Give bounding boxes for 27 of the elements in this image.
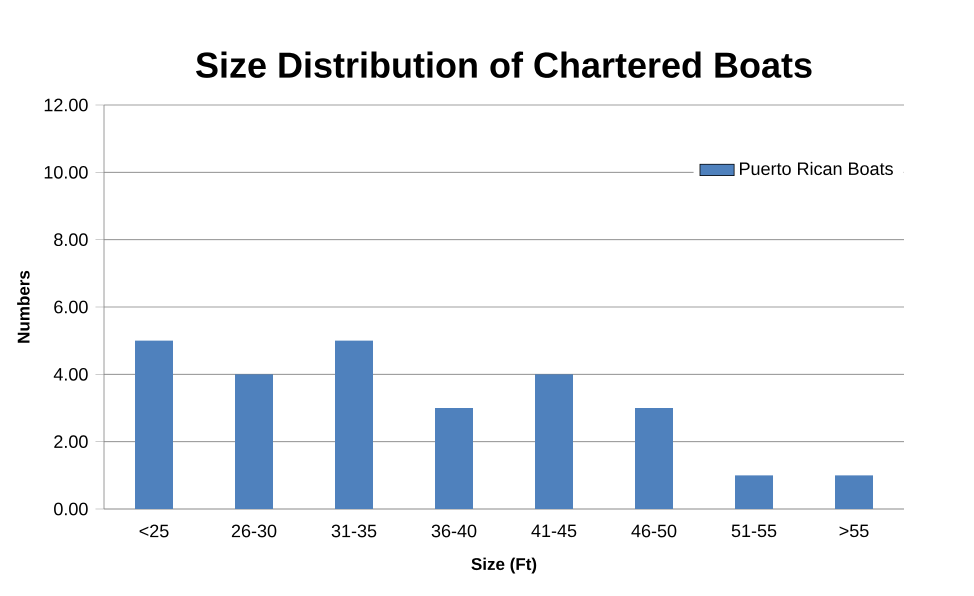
chart-title: Size Distribution of Chartered Boats [196,51,812,78]
bar [835,475,874,509]
y-tick-label: 12.00 [44,98,88,112]
bar [435,408,473,509]
x-tick-label: 26-30 [232,524,276,538]
y-tick-label: 4.00 [54,368,88,381]
x-tick-label: >55 [840,524,869,538]
bar [335,340,374,509]
bar [735,475,774,509]
bar [135,340,173,509]
x-tick-label: 41-45 [531,524,576,538]
x-tick-label: 51-55 [732,524,776,538]
legend-label: Puerto Rican Boats [740,162,893,176]
y-tick-label: 8.00 [54,233,88,246]
y-tick-label: 2.00 [54,435,88,448]
x-tick-label: 36-40 [432,524,476,538]
bar [535,374,574,509]
x-tick-label: 31-35 [332,524,376,538]
y-tick-label: 6.00 [54,300,88,314]
y-tick-label: 10.00 [44,166,88,179]
x-tick-label: <25 [140,524,169,538]
bar [635,408,674,509]
x-tick-label: 46-50 [631,524,676,538]
x-axis-title: Size (Ft) [471,558,536,574]
y-axis-title: Numbers [17,270,30,343]
bar [235,374,274,509]
y-tick-label: 0.00 [54,502,88,516]
